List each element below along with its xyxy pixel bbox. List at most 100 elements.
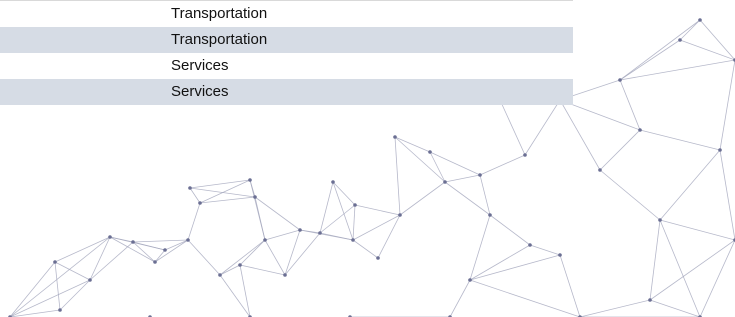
network-dot xyxy=(131,240,135,244)
network-dot xyxy=(648,298,652,302)
table-cell: Services xyxy=(0,79,573,105)
network-line xyxy=(680,20,700,40)
network-line xyxy=(188,240,220,275)
network-line xyxy=(470,255,560,280)
network-line xyxy=(355,205,400,215)
network-dot xyxy=(218,273,222,277)
network-dot xyxy=(618,78,622,82)
network-dot xyxy=(376,256,380,260)
network-line xyxy=(320,182,333,233)
network-line xyxy=(333,182,353,240)
network-line xyxy=(378,215,400,258)
network-line xyxy=(650,300,700,317)
network-line xyxy=(700,240,735,317)
network-line xyxy=(55,237,110,262)
network-line xyxy=(720,60,735,150)
network-line xyxy=(650,220,660,300)
network-dot xyxy=(283,273,287,277)
network-line xyxy=(600,130,640,170)
network-line xyxy=(600,170,660,220)
network-line xyxy=(285,233,320,275)
network-line xyxy=(200,197,255,203)
network-line xyxy=(620,60,735,80)
network-dot xyxy=(443,180,447,184)
network-dot xyxy=(468,278,472,282)
network-dot xyxy=(253,195,257,199)
network-line xyxy=(650,240,735,300)
network-line xyxy=(320,205,355,233)
network-line xyxy=(660,220,735,240)
network-line xyxy=(90,237,110,280)
table-cell: Services xyxy=(0,53,573,79)
network-dot xyxy=(478,173,482,177)
network-line xyxy=(640,130,720,150)
network-dot xyxy=(678,38,682,42)
network-line xyxy=(620,20,700,80)
network-dot xyxy=(718,148,722,152)
network-line xyxy=(265,240,285,275)
network-line xyxy=(430,152,480,175)
network-line xyxy=(470,280,580,317)
network-line xyxy=(560,100,600,170)
table-cell: Transportation xyxy=(0,27,573,53)
network-dot xyxy=(238,263,242,267)
network-line xyxy=(333,182,355,205)
network-line xyxy=(530,245,560,255)
network-line xyxy=(190,188,200,203)
network-line xyxy=(220,265,240,275)
network-dot xyxy=(263,238,267,242)
network-dot xyxy=(186,238,190,242)
table-cell: Transportation xyxy=(0,0,573,27)
network-line xyxy=(10,262,55,317)
network-line xyxy=(500,100,525,155)
network-dot xyxy=(198,201,202,205)
network-line xyxy=(445,175,480,182)
network-dot xyxy=(351,238,355,242)
network-dot xyxy=(698,18,702,22)
network-line xyxy=(265,230,300,240)
network-dot xyxy=(108,235,112,239)
network-line xyxy=(450,280,470,317)
network-line xyxy=(320,233,353,240)
network-dot xyxy=(528,243,532,247)
network-line xyxy=(353,240,378,258)
network-dot xyxy=(598,168,602,172)
network-dot xyxy=(153,260,157,264)
network-line xyxy=(620,40,680,80)
network-line xyxy=(155,240,188,262)
network-dot xyxy=(58,308,62,312)
network-line xyxy=(395,137,400,215)
network-line xyxy=(285,230,300,275)
network-dot xyxy=(298,228,302,232)
network-line xyxy=(240,265,250,317)
network-dot xyxy=(88,278,92,282)
network-line xyxy=(55,262,60,310)
network-dot xyxy=(428,150,432,154)
network-line xyxy=(133,240,188,242)
network-line xyxy=(480,155,525,175)
network-dot xyxy=(53,260,57,264)
network-line xyxy=(720,150,735,240)
network-dot xyxy=(331,180,335,184)
network-line xyxy=(620,80,640,130)
network-dot xyxy=(353,203,357,207)
network-dot xyxy=(658,218,662,222)
network-dot xyxy=(318,231,322,235)
network-line xyxy=(400,182,445,215)
network-dot xyxy=(558,253,562,257)
network-line xyxy=(660,150,720,220)
page: {"table": {"rows": [["Transportation"], … xyxy=(0,0,735,317)
network-line xyxy=(490,215,530,245)
network-line xyxy=(353,215,400,240)
network-line xyxy=(240,240,265,265)
network-dot xyxy=(248,178,252,182)
network-line xyxy=(395,137,445,182)
network-line xyxy=(188,203,200,240)
network-dot xyxy=(398,213,402,217)
network-line xyxy=(220,275,250,317)
network-line xyxy=(165,240,188,250)
network-line xyxy=(580,300,650,317)
network-dot xyxy=(488,213,492,217)
network-dot xyxy=(163,248,167,252)
